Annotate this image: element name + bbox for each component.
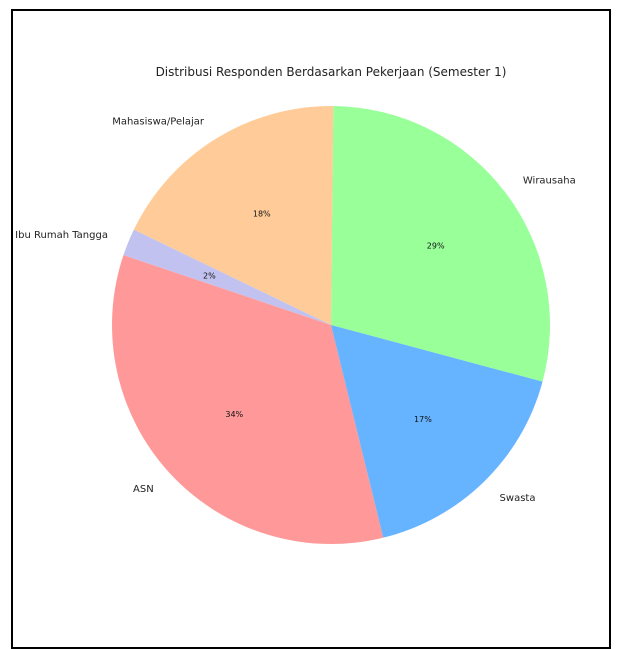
pct-label: 2% bbox=[203, 271, 216, 280]
pie-chart: Distribusi Responden Berdasarkan Pekerja… bbox=[15, 65, 576, 544]
category-label: ASN bbox=[133, 484, 154, 495]
pie-slice-asn bbox=[111, 255, 384, 544]
pct-label: 29% bbox=[427, 242, 445, 251]
category-label: Ibu Rumah Tangga bbox=[15, 230, 108, 241]
pct-label: 18% bbox=[253, 209, 271, 218]
pct-label: 17% bbox=[414, 415, 432, 424]
pie-slice-swasta bbox=[331, 325, 543, 538]
pct-label: 34% bbox=[225, 410, 243, 419]
category-label: Swasta bbox=[500, 493, 536, 504]
chart-title: Distribusi Responden Berdasarkan Pekerja… bbox=[156, 65, 507, 79]
category-label: Wirausaha bbox=[523, 175, 576, 186]
pie-slice-wirausaha bbox=[331, 106, 550, 382]
category-label: Mahasiswa/Pelajar bbox=[112, 116, 205, 127]
pie-slice-ibu-rumah-tangga bbox=[123, 229, 331, 325]
pie-slice-mahasiswa-pelajar bbox=[133, 106, 334, 325]
